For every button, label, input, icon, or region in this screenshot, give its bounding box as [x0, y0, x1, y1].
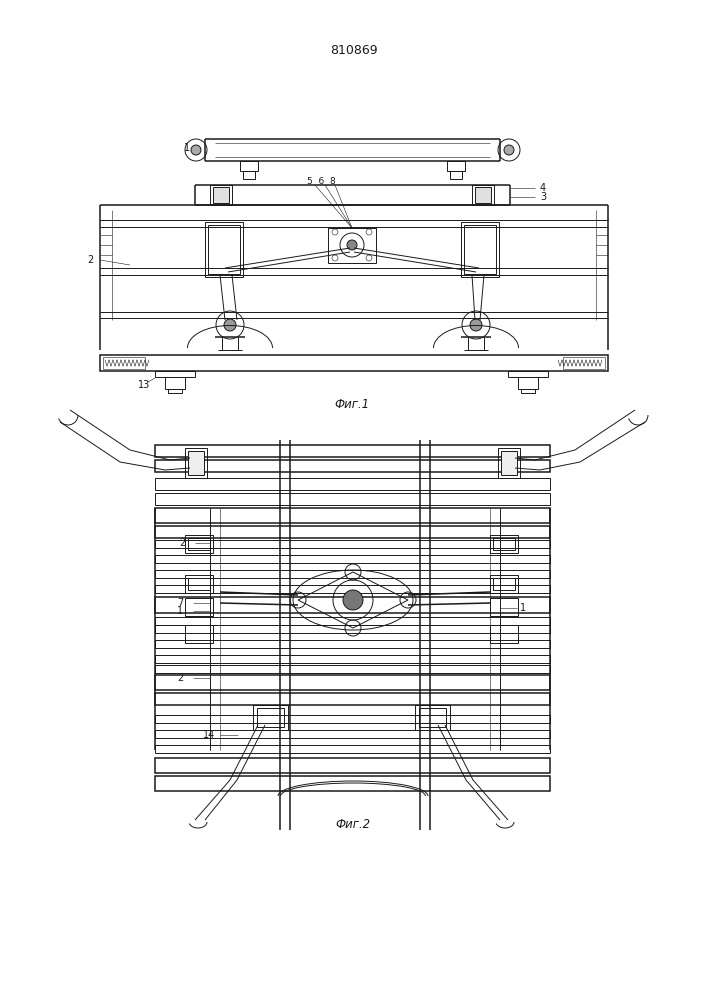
Bar — [155, 655, 550, 663]
Bar — [498, 448, 520, 478]
Bar — [103, 357, 145, 369]
Bar — [155, 585, 550, 593]
Bar — [155, 640, 550, 648]
Bar — [155, 460, 550, 472]
Bar — [155, 526, 550, 538]
Bar — [155, 730, 550, 738]
Bar — [450, 171, 462, 179]
Bar — [155, 617, 550, 625]
Text: 4: 4 — [540, 183, 546, 193]
Bar — [185, 448, 207, 478]
Bar — [328, 228, 376, 263]
Bar — [253, 705, 288, 730]
Bar — [185, 575, 213, 593]
Bar — [155, 445, 550, 457]
Bar — [155, 745, 550, 753]
Text: 1: 1 — [177, 606, 183, 616]
Bar — [419, 708, 446, 727]
Bar — [155, 715, 550, 723]
Text: 3: 3 — [540, 192, 546, 202]
Bar — [493, 538, 515, 550]
Bar — [168, 389, 182, 393]
Circle shape — [347, 240, 357, 250]
Text: 7: 7 — [177, 598, 183, 608]
Bar — [155, 540, 550, 548]
Bar — [205, 222, 243, 277]
Bar — [240, 161, 258, 171]
Circle shape — [343, 590, 363, 610]
Bar — [155, 597, 550, 613]
Bar — [185, 625, 213, 643]
Bar — [155, 508, 550, 523]
Bar — [185, 535, 213, 553]
Text: 2: 2 — [177, 673, 183, 683]
Circle shape — [470, 319, 482, 331]
Bar — [490, 575, 518, 593]
Bar — [490, 535, 518, 553]
Bar — [208, 225, 240, 274]
Bar — [155, 693, 550, 705]
Bar — [461, 222, 499, 277]
Bar — [508, 371, 548, 377]
Bar — [155, 493, 550, 505]
Bar — [501, 451, 517, 475]
Text: 2: 2 — [87, 255, 93, 265]
Bar — [472, 185, 494, 205]
Bar — [464, 225, 496, 274]
Circle shape — [504, 145, 514, 155]
Bar — [188, 578, 210, 590]
Bar — [188, 538, 210, 550]
Bar — [493, 578, 515, 590]
Text: Фиг.2: Фиг.2 — [335, 818, 370, 832]
Bar — [155, 555, 550, 563]
Bar — [475, 187, 491, 203]
Bar — [257, 708, 284, 727]
Bar — [521, 389, 535, 393]
Bar — [415, 705, 450, 730]
Bar — [563, 357, 605, 369]
Bar — [490, 598, 518, 616]
Bar — [165, 377, 185, 389]
Text: 2: 2 — [179, 538, 185, 548]
Text: 5  6  8: 5 6 8 — [307, 176, 336, 186]
Bar — [155, 570, 550, 578]
Bar — [210, 185, 232, 205]
Bar — [155, 776, 550, 791]
Bar — [155, 625, 550, 633]
Text: 13: 13 — [138, 380, 151, 390]
Bar — [155, 665, 550, 673]
Bar — [188, 451, 204, 475]
Circle shape — [191, 145, 201, 155]
Bar — [155, 371, 195, 377]
Bar — [243, 171, 255, 179]
Bar — [213, 187, 229, 203]
Circle shape — [224, 319, 236, 331]
Text: Фиг.1: Фиг.1 — [334, 398, 370, 412]
Bar — [447, 161, 465, 171]
Text: 810869: 810869 — [330, 43, 378, 56]
Bar — [155, 758, 550, 773]
Bar — [155, 675, 550, 690]
Text: 14: 14 — [203, 730, 215, 740]
Text: 1: 1 — [184, 143, 190, 153]
Bar — [155, 478, 550, 490]
Bar — [490, 625, 518, 643]
Text: 1: 1 — [520, 603, 526, 613]
Bar — [518, 377, 538, 389]
Bar — [185, 598, 213, 616]
Bar — [100, 355, 608, 371]
